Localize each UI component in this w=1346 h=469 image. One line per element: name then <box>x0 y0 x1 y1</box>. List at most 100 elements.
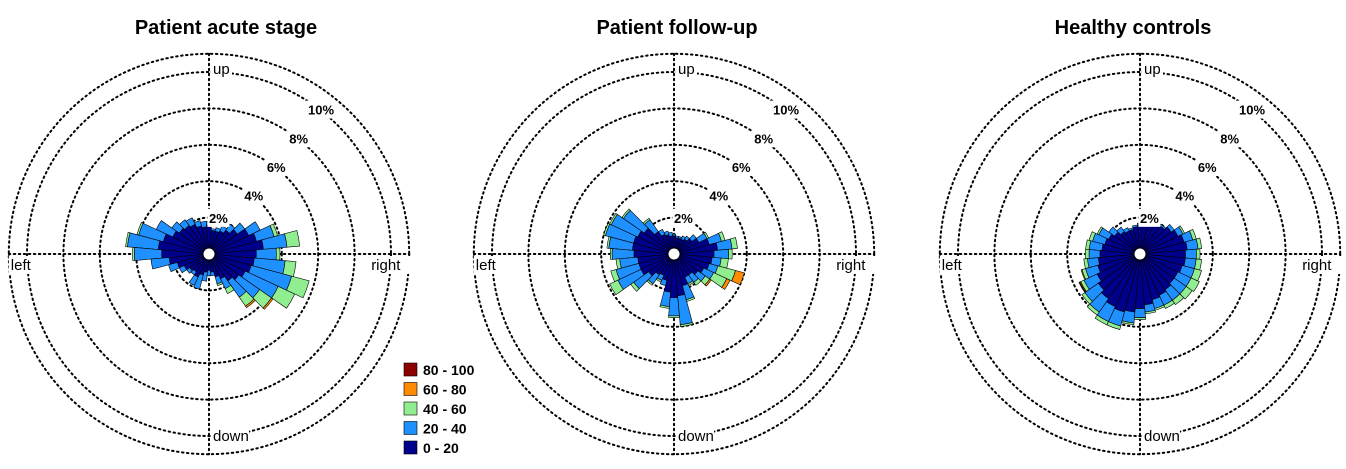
bar-segment <box>168 262 180 273</box>
bar-segment <box>150 257 171 270</box>
legend-swatch <box>403 382 418 396</box>
bar-segment <box>132 247 135 261</box>
ring-label-bg <box>287 129 310 148</box>
ring-label: 2% <box>674 211 693 226</box>
panel-title: Patient acute stage <box>135 17 317 39</box>
bar-segment <box>269 223 278 237</box>
ring-label: 8% <box>1220 131 1239 146</box>
direction-label-bg <box>369 256 416 274</box>
ring-label: 10% <box>1239 103 1265 118</box>
direction-label-bg <box>676 59 697 78</box>
bar-segment <box>1195 248 1201 260</box>
ring-label: 2% <box>209 211 228 226</box>
grid-rings <box>472 52 876 456</box>
bar-segment <box>1189 228 1197 241</box>
direction-label-right: right <box>371 257 401 274</box>
bar-segment <box>729 237 738 250</box>
bar-segment <box>225 223 236 234</box>
bar-segment <box>1195 237 1202 250</box>
ring-label-bg <box>306 100 337 119</box>
ring-label: 6% <box>1198 160 1217 175</box>
legend-swatch <box>403 362 418 377</box>
bar-segment <box>1194 258 1202 271</box>
ring-label: 10% <box>773 103 799 118</box>
ring-label-bg <box>730 157 753 176</box>
direction-label-bg <box>211 427 249 446</box>
bar-segment <box>210 228 216 232</box>
ring-label: 8% <box>754 131 773 146</box>
ring-labels: 2% 4% 6%8%10% <box>1138 100 1268 227</box>
bar-segment <box>719 257 729 269</box>
bars <box>1078 221 1202 330</box>
direction-label-up: up <box>678 61 695 78</box>
direction-label-bg <box>473 256 512 274</box>
bar-segment <box>233 222 246 235</box>
bar-segment <box>1106 321 1122 330</box>
bar-segment <box>671 233 677 237</box>
ring-label-bg <box>1237 100 1268 119</box>
bar-segment <box>1166 223 1175 233</box>
bar-segment <box>1132 224 1138 228</box>
direction-label-bg <box>211 59 232 78</box>
bar-segment <box>659 290 671 307</box>
direction-label-bg <box>1142 427 1180 446</box>
direction-label-right: right <box>1302 257 1332 274</box>
polar-panel-acute: Patient acute stage 2% 4% 6%8%10% up down lef… <box>7 17 416 456</box>
direction-label-bg <box>676 427 714 446</box>
bar-segment <box>713 248 729 260</box>
ring-labels: 2% 4% 6%8%10% <box>672 100 802 227</box>
ring-label-bg <box>1173 186 1196 205</box>
ring-label: 6% <box>732 160 751 175</box>
direction-labels: up down left right <box>939 59 1346 446</box>
bar-segment <box>193 273 204 290</box>
bar-segment <box>1185 277 1200 292</box>
bar-segment <box>1085 248 1090 260</box>
center-origin <box>1133 247 1147 261</box>
ring-label: 6% <box>267 160 286 175</box>
bar-segment <box>1190 268 1202 282</box>
bar-segment <box>1121 320 1135 326</box>
bar-segment <box>1133 317 1147 320</box>
bar-segment <box>214 227 221 233</box>
ring-label: 4% <box>244 189 263 204</box>
legend-label: 0 - 20 <box>423 440 459 456</box>
direction-label-bg <box>939 256 978 274</box>
ring-label-bg <box>242 186 265 205</box>
direction-label-down: down <box>1144 428 1180 445</box>
legend-label: 80 - 100 <box>423 362 475 378</box>
ring-label-bg <box>707 186 730 205</box>
panel-title: Patient follow-up <box>596 17 757 39</box>
direction-label-up: up <box>213 61 230 78</box>
ring-label: 4% <box>1175 189 1194 204</box>
ring-label-bg <box>1218 129 1241 148</box>
bar-segment <box>630 281 640 292</box>
bar-segment <box>275 247 281 261</box>
bar-segment <box>282 260 297 277</box>
bar-segment <box>685 296 696 302</box>
ring-label-bg <box>207 208 230 227</box>
ring-label: 4% <box>709 189 728 204</box>
polar-panel-follow-up: Patient follow-up 2% 4% 6%8%10% up down left r… <box>472 17 881 456</box>
direction-label-bg <box>1142 59 1163 78</box>
bar-segment <box>125 231 131 248</box>
bar-segment <box>609 279 624 296</box>
ring-labels: 2% 4% 6%8%10% <box>207 100 337 227</box>
bars <box>603 208 745 327</box>
grid-rings <box>7 52 411 456</box>
bar-segment <box>1178 225 1185 235</box>
polar-panel-controls: Healthy controls 2% 4% 6%8%10% up down left ri… <box>938 17 1346 456</box>
bar-segment <box>603 222 611 236</box>
bar-segment <box>728 248 733 260</box>
legend: 80 - 100 60 - 80 40 - 60 20 - 40 0 - 20 <box>403 362 475 456</box>
ring-label-bg <box>672 208 695 227</box>
direction-label-bg <box>834 256 881 274</box>
ring-label-bg <box>771 100 802 119</box>
bar-segment <box>201 271 208 282</box>
direction-label-up: up <box>1144 61 1161 78</box>
legend-swatch <box>403 401 418 416</box>
bar-segment <box>703 231 710 240</box>
bar-segment <box>718 231 726 242</box>
center-origin <box>202 247 216 261</box>
panel-title: Healthy controls <box>1055 17 1212 39</box>
ring-label-bg <box>1138 208 1161 227</box>
